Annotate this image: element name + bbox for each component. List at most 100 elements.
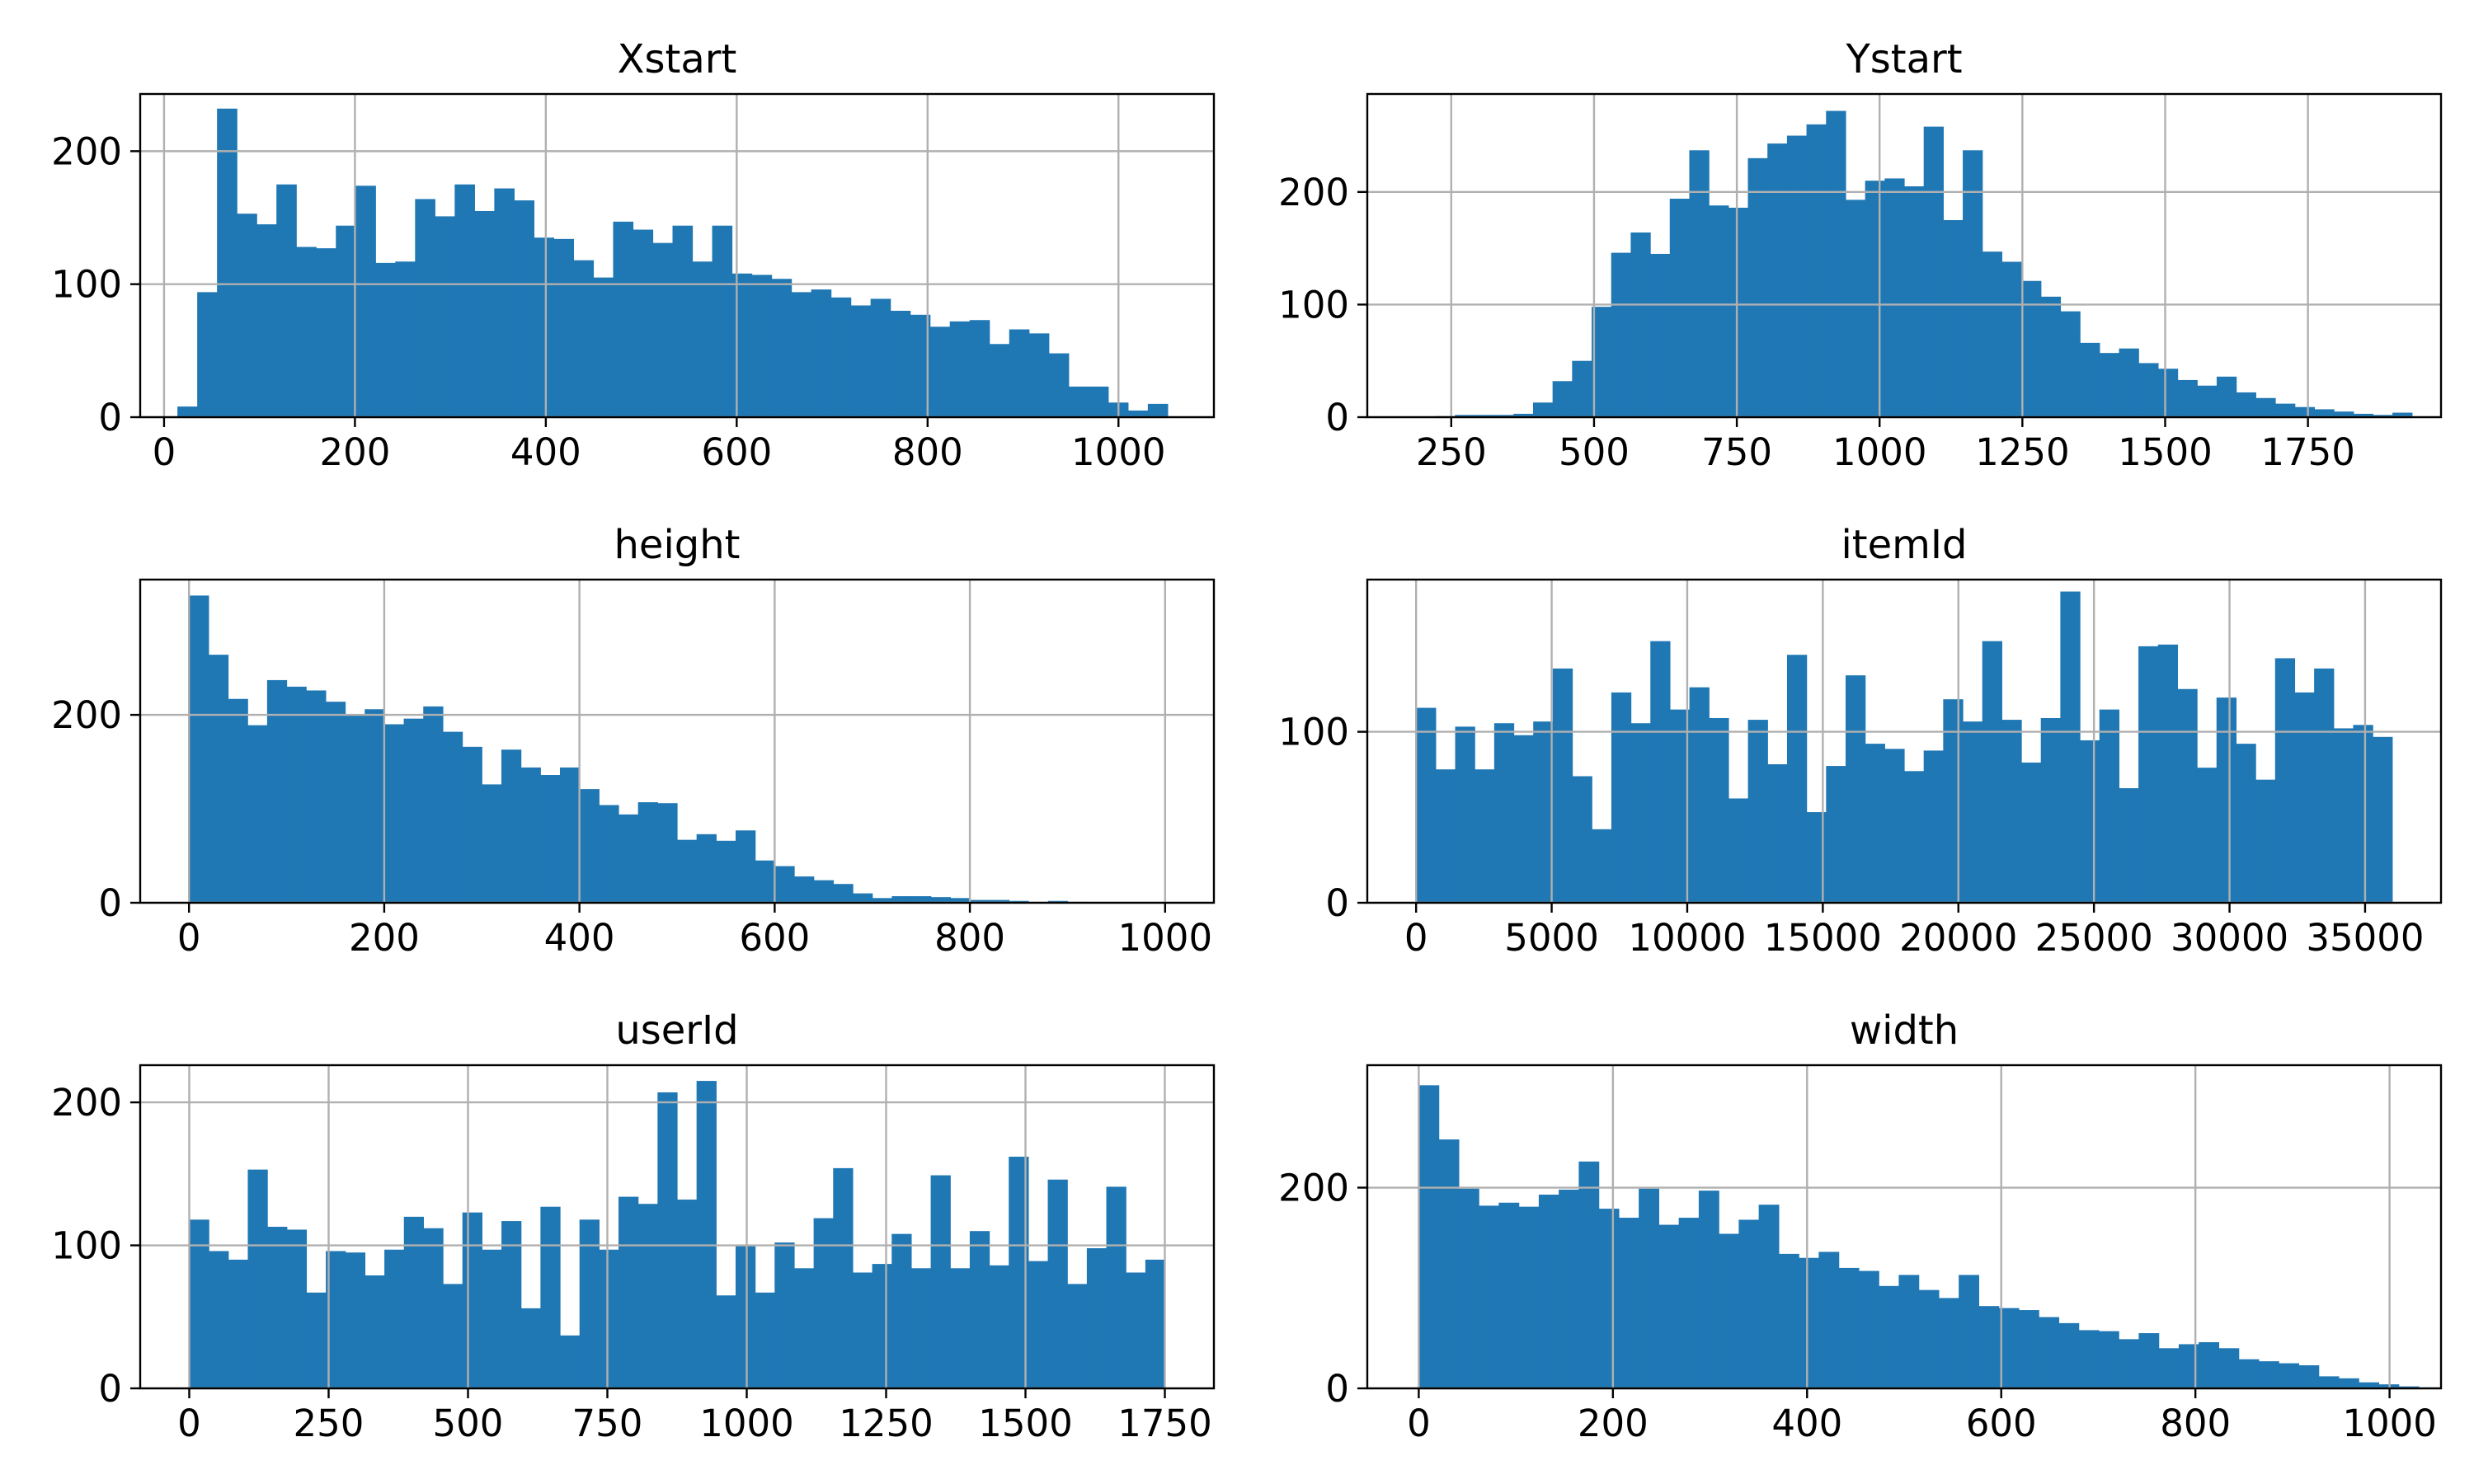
- histogram-bar: [228, 1259, 249, 1388]
- histogram-bar: [2333, 728, 2354, 903]
- bars: [189, 1081, 1166, 1388]
- y-tick-label: 0: [1325, 1367, 1349, 1411]
- x-tick-label: 0: [177, 916, 201, 960]
- histogram-bar: [306, 1292, 327, 1388]
- histogram-bar: [1747, 720, 1768, 903]
- histogram-bar: [1650, 253, 1671, 417]
- histogram-bar: [2119, 788, 2139, 903]
- histogram-bar: [1611, 252, 1632, 417]
- histogram-bar: [1767, 764, 1788, 903]
- histogram-bar: [1088, 386, 1109, 417]
- histogram-bar: [375, 262, 396, 417]
- histogram-bar: [2098, 1331, 2119, 1388]
- histogram-bar: [1747, 157, 1768, 418]
- histogram-bar: [1959, 1275, 1980, 1388]
- histogram-bar: [1838, 1267, 1860, 1388]
- histogram-bar: [2314, 668, 2335, 903]
- histogram-bar: [850, 305, 872, 417]
- histogram-bar: [2060, 311, 2081, 417]
- histogram-bar: [2338, 1378, 2359, 1388]
- histogram-bar: [482, 784, 502, 903]
- histogram-bar: [454, 184, 475, 417]
- histogram-bar: [1879, 1285, 1900, 1388]
- x-tick-label: 250: [294, 1402, 365, 1445]
- histogram-bar: [1592, 829, 1612, 903]
- histogram-bar: [794, 876, 815, 903]
- histogram-bar: [1898, 1275, 1920, 1388]
- histogram-bar: [189, 1219, 209, 1388]
- histogram-bar: [735, 1245, 756, 1388]
- histogram-bar: [2199, 1342, 2220, 1388]
- histogram-bar: [2294, 692, 2315, 903]
- histogram-bar: [652, 242, 674, 417]
- histogram-bar: [266, 679, 288, 903]
- x-tick-label: 1000: [1071, 430, 1166, 474]
- x-tick-label: 1000: [2342, 1402, 2437, 1445]
- histogram-bar: [1826, 110, 1846, 418]
- histogram-bar: [501, 1221, 522, 1388]
- x-tick-label: 1000: [1832, 430, 1927, 474]
- histogram-bar: [970, 899, 990, 903]
- histogram-bar: [811, 289, 832, 417]
- x-tick-label: 200: [319, 430, 390, 474]
- histogram-bar: [1758, 1205, 1780, 1388]
- histogram-bar: [2216, 697, 2237, 903]
- histogram-bar: [443, 1284, 463, 1388]
- histogram-bar: [791, 292, 812, 417]
- histogram-bar: [534, 237, 555, 417]
- histogram-bar: [2359, 1382, 2380, 1388]
- axes-frame: [1366, 92, 2443, 419]
- histogram-bar: [384, 1249, 405, 1388]
- histogram-bar: [1884, 749, 1905, 903]
- histogram-bar: [1678, 1218, 1700, 1388]
- histogram-bar: [755, 860, 775, 903]
- x-tick-label: 30000: [2171, 916, 2288, 960]
- histogram-bar: [2373, 415, 2393, 417]
- bars: [1416, 591, 2393, 903]
- histogram-bar: [2001, 720, 2022, 903]
- histogram-bar: [1689, 150, 1710, 418]
- histogram-bar: [692, 261, 713, 417]
- histogram-bar: [1127, 410, 1149, 417]
- histogram-bar: [989, 899, 1010, 903]
- histogram-bar: [852, 1272, 873, 1388]
- histogram-bar: [2138, 363, 2159, 417]
- histogram-bar: [833, 1167, 854, 1388]
- histogram-bar: [540, 1206, 561, 1388]
- x-tick-label: 200: [1578, 1402, 1649, 1445]
- histogram-bar: [316, 248, 336, 417]
- histogram-bar: [474, 210, 495, 417]
- histogram-bar: [2353, 413, 2374, 417]
- x-tick-label: 5000: [1504, 916, 1599, 960]
- histogram-bar: [618, 814, 639, 903]
- x-tick-label: 1250: [1975, 430, 2070, 474]
- histogram-bar: [2238, 1359, 2260, 1388]
- histogram-bar: [2080, 342, 2100, 417]
- x-tick-label: 400: [1771, 1402, 1842, 1445]
- histogram-bar: [1145, 1259, 1166, 1388]
- histogram-bar: [2099, 353, 2120, 417]
- histogram-bar: [1728, 798, 1749, 903]
- histogram-panel-userId: userId 0 250 500 750 1000 1250 1500 1750 0 100 200: [51, 1007, 1216, 1445]
- histogram-bar: [1513, 735, 1534, 903]
- histogram-bar: [2138, 1333, 2160, 1388]
- histogram-bar: [2039, 1317, 2060, 1388]
- histogram-bar: [830, 297, 852, 417]
- x-tick-label: 10000: [1628, 916, 1746, 960]
- histogram-bar: [1689, 687, 1710, 903]
- histogram-bar: [696, 834, 717, 903]
- histogram-bar: [1126, 1272, 1146, 1388]
- histogram-bar: [573, 260, 595, 417]
- histogram-bar: [1438, 1139, 1460, 1388]
- histogram-bar: [1028, 1261, 1049, 1388]
- histogram-bar: [2040, 718, 2061, 903]
- y-tick-label: 0: [98, 881, 122, 925]
- x-tick-label: 25000: [2035, 916, 2153, 960]
- histogram-bar: [2392, 412, 2413, 417]
- histogram-bar: [929, 326, 951, 417]
- histogram-bar: [217, 108, 238, 417]
- histogram-bar: [1904, 771, 1925, 903]
- histogram-bar: [247, 725, 268, 903]
- histogram-bar: [755, 1292, 775, 1388]
